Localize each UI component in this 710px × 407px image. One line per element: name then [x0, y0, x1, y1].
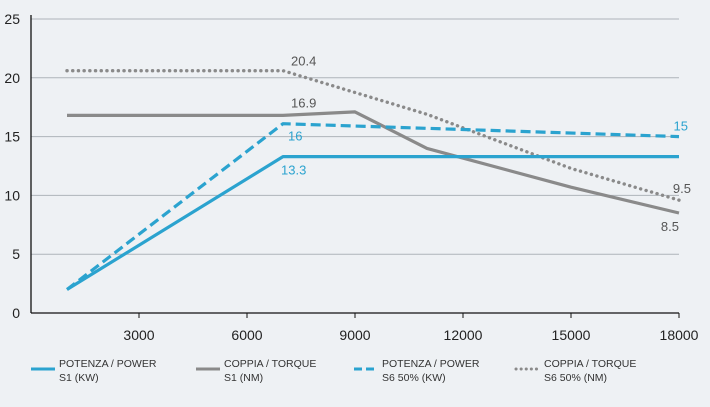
- x-tick-label: 12000: [444, 327, 483, 343]
- gridlines: [31, 18, 679, 255]
- tick-labels: 0 5 10 15 20 25 3000 6000 9000 12000 15000 18000: [4, 11, 698, 343]
- legend: POTENZA / POWER S1 (KW) COPPIA / TORQUE S1 …: [31, 358, 636, 384]
- data-label-torque-s6: 9.5: [673, 181, 691, 196]
- data-label-torque-s1: 8.5: [661, 219, 679, 234]
- series-line-torque-s6: [65, 68, 681, 202]
- y-tick-label: 10: [4, 187, 20, 203]
- legend-label-power-s6: POTENZA / POWER: [382, 358, 480, 370]
- data-label-power-s6: 16: [288, 129, 302, 144]
- data-label-torque-s6: 20.4: [291, 54, 316, 69]
- series-line-power-s6: [66, 122, 680, 291]
- y-tick-label: 15: [4, 129, 20, 145]
- x-tick-label: 15000: [552, 327, 591, 343]
- legend-label-torque-s1: COPPIA / TORQUE: [224, 358, 316, 370]
- data-labels: 20.4 16.9 16 13.3 15 9.5 8.5: [281, 54, 691, 234]
- data-series: [65, 68, 681, 291]
- legend-sublabel-power-s6: S6 50% (KW): [382, 372, 446, 384]
- legend-sublabel-torque-s1: S1 (NM): [224, 372, 263, 384]
- x-tick-label: 9000: [339, 327, 370, 343]
- y-tick-label: 25: [4, 11, 20, 27]
- data-label-power-s6: 15: [674, 119, 688, 134]
- legend-label-torque-s6: COPPIA / TORQUE: [544, 358, 636, 370]
- data-label-torque-s1: 16.9: [291, 95, 316, 110]
- series-line-power-s1: [66, 155, 679, 291]
- legend-label-power-s1: POTENZA / POWER: [59, 358, 157, 370]
- axes: [30, 15, 680, 318]
- data-label-power-s1: 13.3: [281, 163, 306, 178]
- y-tick-label: 5: [12, 246, 20, 262]
- legend-sublabel-torque-s6: S6 50% (NM): [544, 372, 607, 384]
- legend-sublabel-power-s1: S1 (KW): [59, 372, 99, 384]
- x-tick-label: 6000: [231, 327, 262, 343]
- series-line-torque-s1: [67, 110, 680, 215]
- y-tick-label: 0: [12, 305, 20, 321]
- y-tick-label: 20: [4, 70, 20, 86]
- x-tick-label: 3000: [123, 327, 154, 343]
- x-tick-label: 18000: [660, 327, 699, 343]
